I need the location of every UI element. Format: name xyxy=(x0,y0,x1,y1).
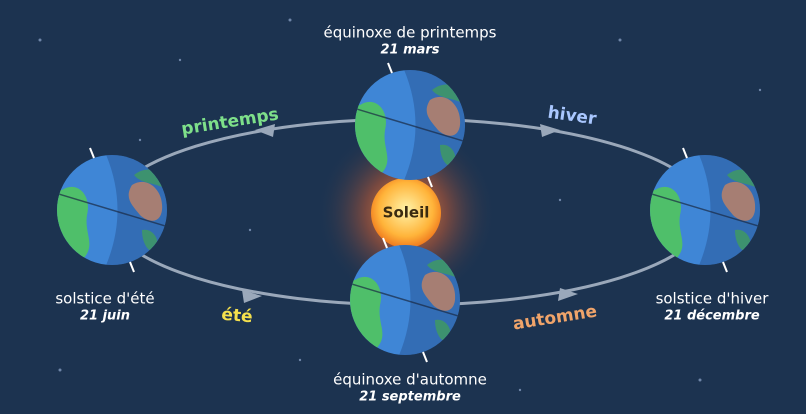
position-name: solstice d'été xyxy=(55,290,154,308)
position-date: 21 septembre xyxy=(359,390,461,405)
position-name: solstice d'hiver xyxy=(656,290,770,308)
earth xyxy=(52,148,172,272)
sun-label: Soleil xyxy=(383,204,430,222)
season-label: printemps xyxy=(180,104,280,139)
position-date: 21 juin xyxy=(80,309,130,324)
position-date: 21 mars xyxy=(380,43,439,58)
season-label: automne xyxy=(512,301,599,334)
orbit-arrows xyxy=(242,124,578,303)
position-date: 21 décembre xyxy=(664,309,760,324)
earth xyxy=(645,148,765,272)
season-label: été xyxy=(221,305,254,328)
position-name: équinoxe d'automne xyxy=(333,371,487,389)
season-label: hiver xyxy=(546,103,598,130)
position-name: équinoxe de printemps xyxy=(324,24,497,42)
stars xyxy=(38,18,762,392)
sun xyxy=(371,178,441,248)
